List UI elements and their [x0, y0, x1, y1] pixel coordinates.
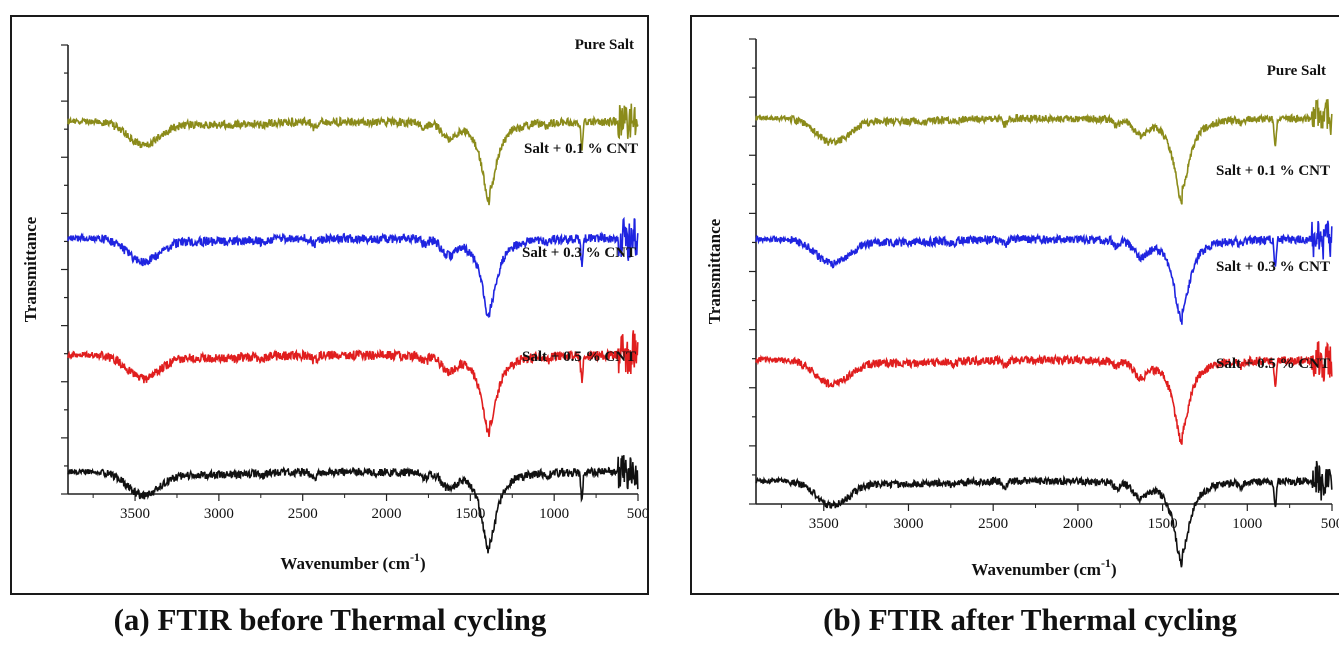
- series-line-3: [67, 330, 639, 437]
- chart-panel-b: 3500 3000 2500 2000 1500 1000 500 Wavenumber (c…: [690, 15, 1339, 595]
- series-label-3: Salt + 0.3 % CNT: [1216, 259, 1330, 275]
- series-line-3: [755, 341, 1333, 445]
- ftir-chart-before: 3500 3000 2500 2000 1500 1000 500 Wavenumber (c…: [21, 37, 649, 573]
- caption-before-thermal-cycling: (a) FTIR before Thermal cycling: [113, 602, 547, 637]
- x-tick-label: 1500: [1148, 516, 1178, 532]
- series-label-4: Salt + 0.5 % CNT: [1216, 356, 1330, 372]
- x-tick-label: 1500: [455, 506, 485, 522]
- x-tick-label: 3000: [893, 516, 923, 532]
- series-line-4: [67, 455, 639, 554]
- series-line-1: [67, 103, 639, 206]
- x-tick-label: 3500: [809, 516, 839, 532]
- x-tick-label: 2500: [288, 506, 318, 522]
- x-tick-label: 2500: [978, 516, 1008, 532]
- series-line-2: [67, 216, 639, 319]
- x-axis-label: Wavenumber (cm-1): [971, 556, 1116, 579]
- series-label-4: Salt + 0.5 % CNT: [522, 349, 636, 365]
- series-label-2: Salt + 0.1 % CNT: [1216, 163, 1330, 179]
- ftir-chart-after: 3500 3000 2500 2000 1500 1000 500 Wavenumber (c…: [705, 38, 1339, 579]
- x-tick-label: 3500: [120, 506, 150, 522]
- series-line-2: [755, 220, 1333, 325]
- x-tick-label: 3000: [204, 506, 234, 522]
- series-label-3: Salt + 0.3 % CNT: [522, 245, 636, 261]
- y-axis-label: Transmittance: [705, 218, 724, 324]
- x-tick-label: 1000: [1232, 516, 1262, 532]
- x-axis-label: Wavenumber (cm-1): [280, 550, 425, 573]
- chart-panel-a: 3500 3000 2500 2000 1500 1000 500 Wavenumber (c…: [10, 15, 649, 595]
- x-tick-label: 2000: [372, 506, 402, 522]
- x-tick-label: 500: [1321, 516, 1339, 532]
- x-tick-label: 2000: [1063, 516, 1093, 532]
- series-label-2: Salt + 0.1 % CNT: [524, 141, 638, 157]
- series-label-1: Pure Salt: [1267, 63, 1326, 79]
- y-axis-label: Transmittance: [21, 216, 40, 322]
- series-label-1: Pure Salt: [575, 37, 634, 53]
- caption-after-thermal-cycling: (b) FTIR after Thermal cycling: [823, 602, 1237, 637]
- x-tick-label: 1000: [539, 506, 569, 522]
- x-tick-label: 500: [627, 506, 647, 522]
- series-line-1: [755, 98, 1333, 205]
- series-line-4: [755, 460, 1333, 568]
